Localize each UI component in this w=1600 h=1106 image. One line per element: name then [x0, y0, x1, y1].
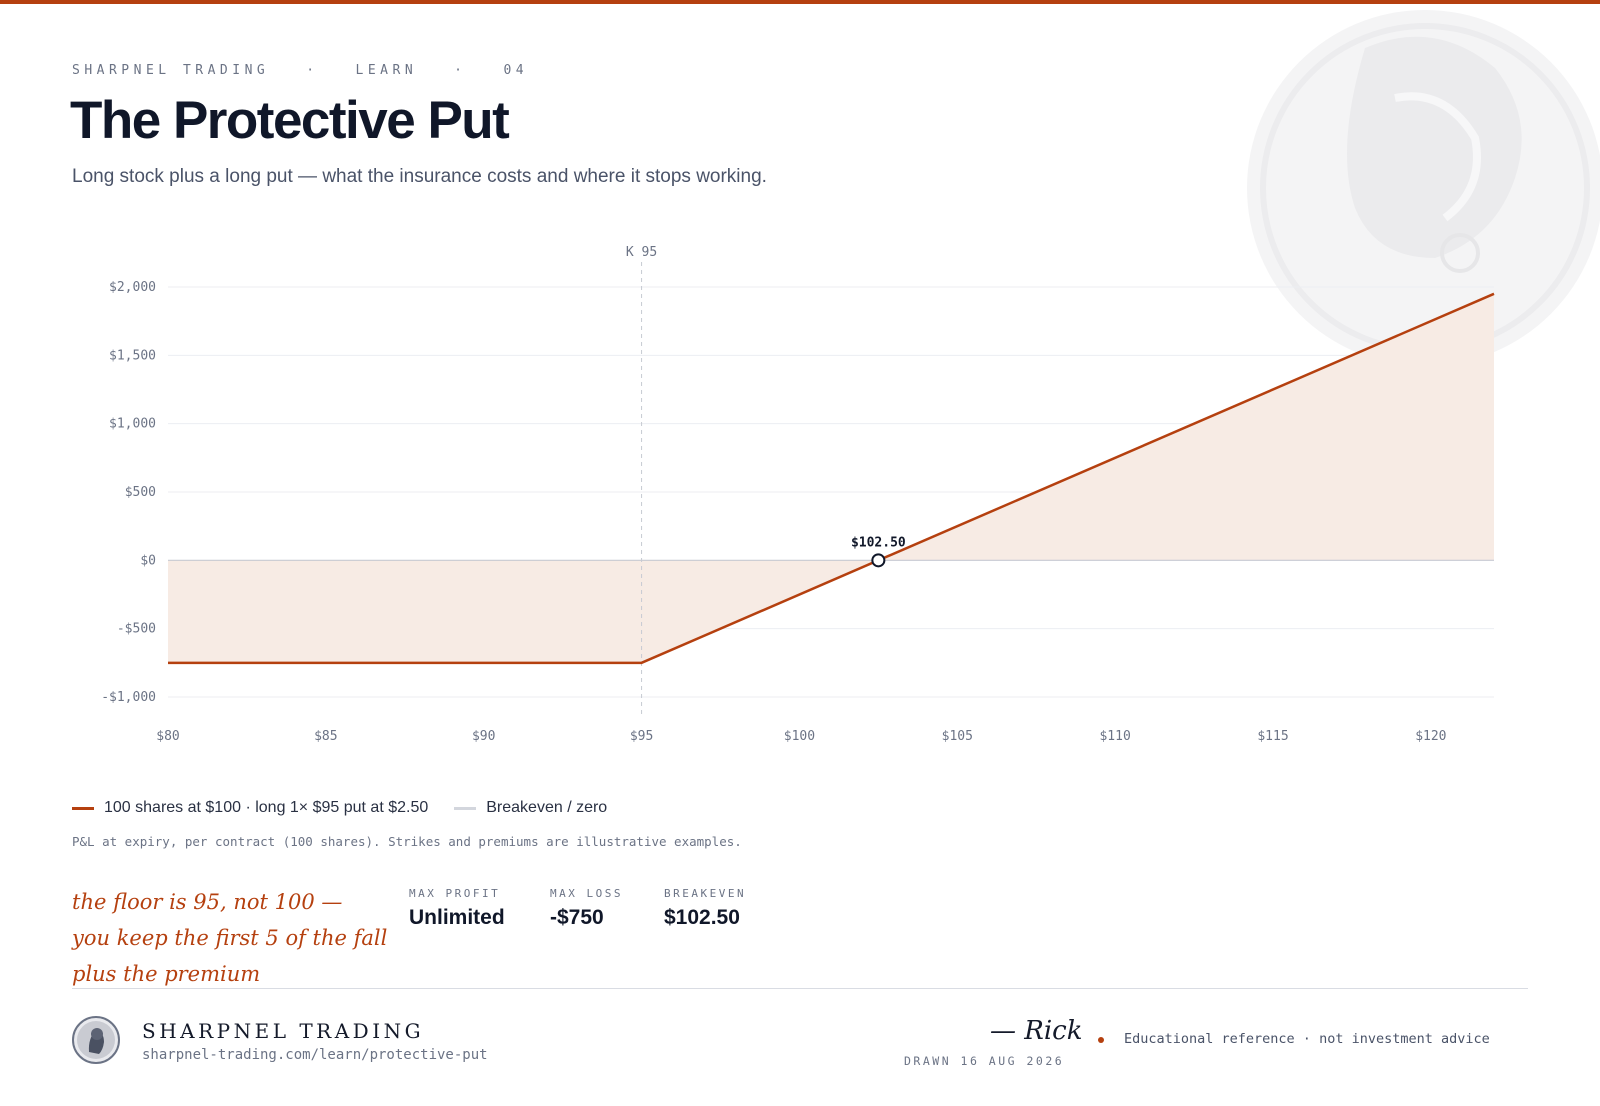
x-tick-label: $80: [156, 729, 179, 744]
eyebrow-section: LEARN: [355, 63, 418, 78]
x-tick-label: $115: [1257, 729, 1288, 744]
x-tick-label: $90: [472, 729, 495, 744]
strike-label: K 95: [626, 245, 657, 260]
eyebrow-brand: SHARPNEL TRADING: [72, 63, 270, 78]
stat-label: MAX PROFIT: [409, 887, 501, 900]
payoff-line: [168, 292, 1495, 665]
avatar: [72, 1016, 120, 1064]
top-accent-bar: [0, 0, 1600, 4]
legend-zero-label: Breakeven / zero: [486, 799, 608, 816]
note-line: plus the premium: [72, 962, 261, 986]
legend-zero-swatch: [454, 806, 477, 810]
y-tick-label: $1,500: [109, 348, 156, 363]
stat-value: -$750: [550, 906, 604, 929]
handwritten-note: the floor is 95, not 100 — you keep the …: [72, 884, 392, 992]
x-tick-label: $105: [942, 729, 973, 744]
page-title: The Protective Put: [70, 91, 510, 150]
footer-brand: SHARPNEL TRADING: [142, 1019, 425, 1043]
legend-item-series: 100 shares at $100 · long 1× $95 put at …: [72, 799, 428, 817]
signature: — Rick: [990, 1016, 1083, 1046]
x-tick-label: $85: [314, 729, 337, 744]
eyebrow: SHARPNEL TRADING · LEARN · 04: [72, 63, 528, 78]
watermark-seal-icon: [1247, 10, 1600, 366]
x-tick-label: $100: [784, 729, 815, 744]
payoff-chart: $2,000 $1,500 $1,000 $500 $0 -$500 -$1,000 $80 $…: [101, 245, 1495, 744]
y-tick-label: $1,000: [109, 417, 156, 432]
stat-max-loss: MAX LOSS -$750: [550, 887, 623, 930]
breakeven-point: [871, 553, 886, 568]
stat-max-profit: MAX PROFIT Unlimited: [409, 887, 505, 930]
chart-legend: 100 shares at $100 · long 1× $95 put at …: [72, 799, 633, 817]
x-tick-label: $120: [1415, 729, 1446, 744]
disclaimer-dot-icon: [1098, 1037, 1104, 1043]
drawn-date: DRAWN 16 AUG 2026: [904, 1054, 1065, 1068]
legend-series-swatch: [72, 806, 94, 810]
footer-url[interactable]: sharpnel-trading.com/learn/protective-pu…: [142, 1047, 488, 1063]
page-subtitle: Long stock plus a long put — what the in…: [72, 166, 767, 187]
y-tick-label: $2,000: [109, 280, 156, 295]
x-tick-label: $95: [630, 729, 653, 744]
stat-breakeven: BREAKEVEN $102.50: [664, 887, 746, 930]
note-line: the floor is 95, not 100 —: [72, 890, 343, 914]
payoff-area: [168, 293, 1494, 663]
stat-value: $102.50: [664, 906, 740, 929]
stat-label: BREAKEVEN: [664, 887, 747, 900]
x-tick-label: $110: [1099, 729, 1130, 744]
legend-series-label: 100 shares at $100 · long 1× $95 put at …: [104, 799, 429, 816]
stat-value: Unlimited: [409, 906, 505, 929]
note-line: you keep the first 5 of the fall: [72, 926, 388, 950]
y-tick-label: -$1,000: [101, 690, 156, 705]
y-tick-label: $0: [140, 553, 156, 568]
breakeven-label: $102.50: [851, 535, 906, 550]
footer-divider: [72, 988, 1528, 989]
y-tick-label: $500: [125, 485, 156, 500]
eyebrow-number: 04: [503, 63, 529, 78]
legend-item-zero: Breakeven / zero: [454, 799, 607, 817]
stat-label: MAX LOSS: [550, 887, 623, 900]
y-tick-label: -$500: [117, 622, 156, 637]
eyebrow-separator: ·: [306, 63, 319, 78]
chart-footnote: P&L at expiry, per contract (100 shares)…: [72, 834, 742, 849]
disclaimer: Educational reference · not investment a…: [1124, 1031, 1490, 1047]
eyebrow-separator: ·: [454, 63, 467, 78]
